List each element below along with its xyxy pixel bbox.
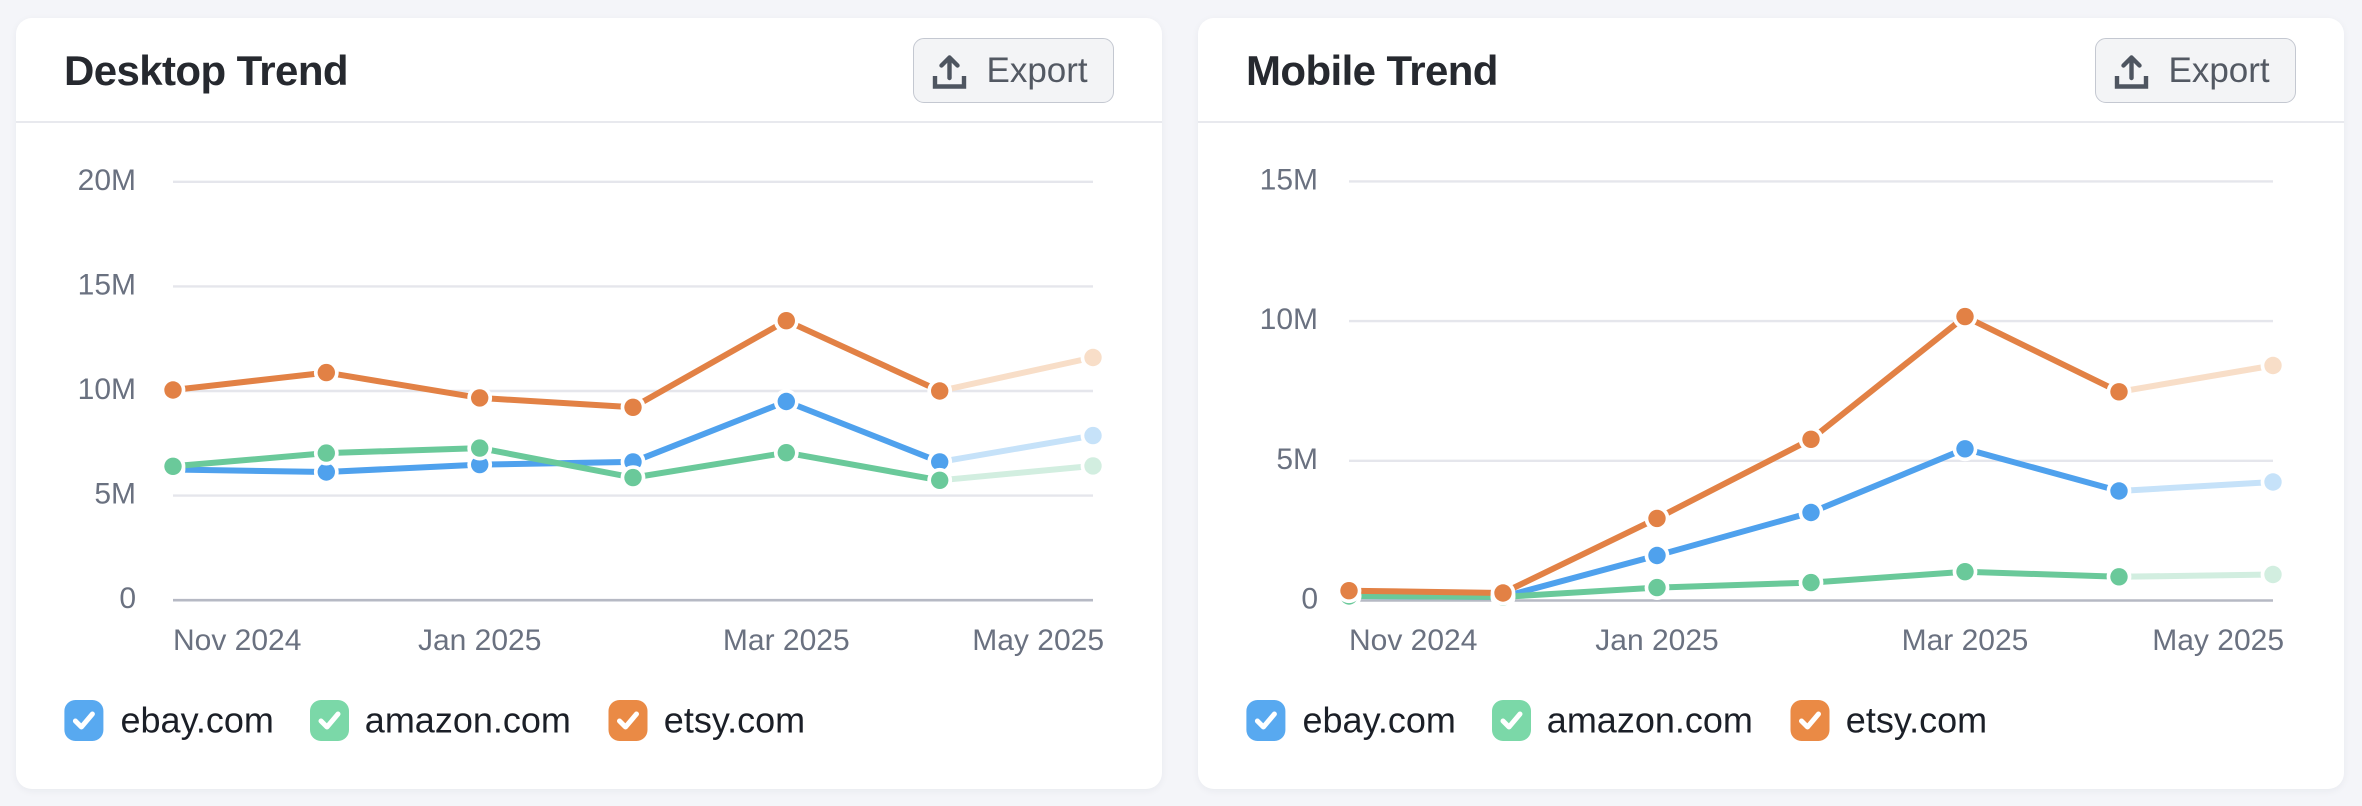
svg-text:0: 0 [1301,583,1318,616]
svg-text:etsy.com: etsy.com [664,699,805,740]
svg-text:20M: 20M [78,164,136,197]
svg-text:May 2025: May 2025 [972,624,1104,657]
svg-text:10M: 10M [1260,303,1318,336]
svg-text:etsy.com: etsy.com [1846,699,1987,740]
svg-text:15M: 15M [78,268,136,301]
svg-text:Jan 2025: Jan 2025 [1595,624,1718,657]
svg-text:Jan 2025: Jan 2025 [418,624,541,657]
svg-text:Mar 2025: Mar 2025 [723,624,850,657]
svg-text:ebay.com: ebay.com [121,699,274,740]
svg-text:10M: 10M [78,373,136,406]
svg-text:Nov 2024: Nov 2024 [1349,624,1477,657]
svg-text:Mar 2025: Mar 2025 [1902,624,2029,657]
svg-text:5M: 5M [1276,443,1318,476]
svg-text:Nov 2024: Nov 2024 [173,624,301,657]
svg-text:5M: 5M [94,478,136,511]
svg-text:amazon.com: amazon.com [365,699,571,740]
svg-text:May 2025: May 2025 [2152,624,2284,657]
svg-text:15M: 15M [1260,163,1318,196]
svg-text:ebay.com: ebay.com [1303,699,1456,740]
svg-text:0: 0 [119,582,136,615]
svg-text:amazon.com: amazon.com [1547,699,1753,740]
